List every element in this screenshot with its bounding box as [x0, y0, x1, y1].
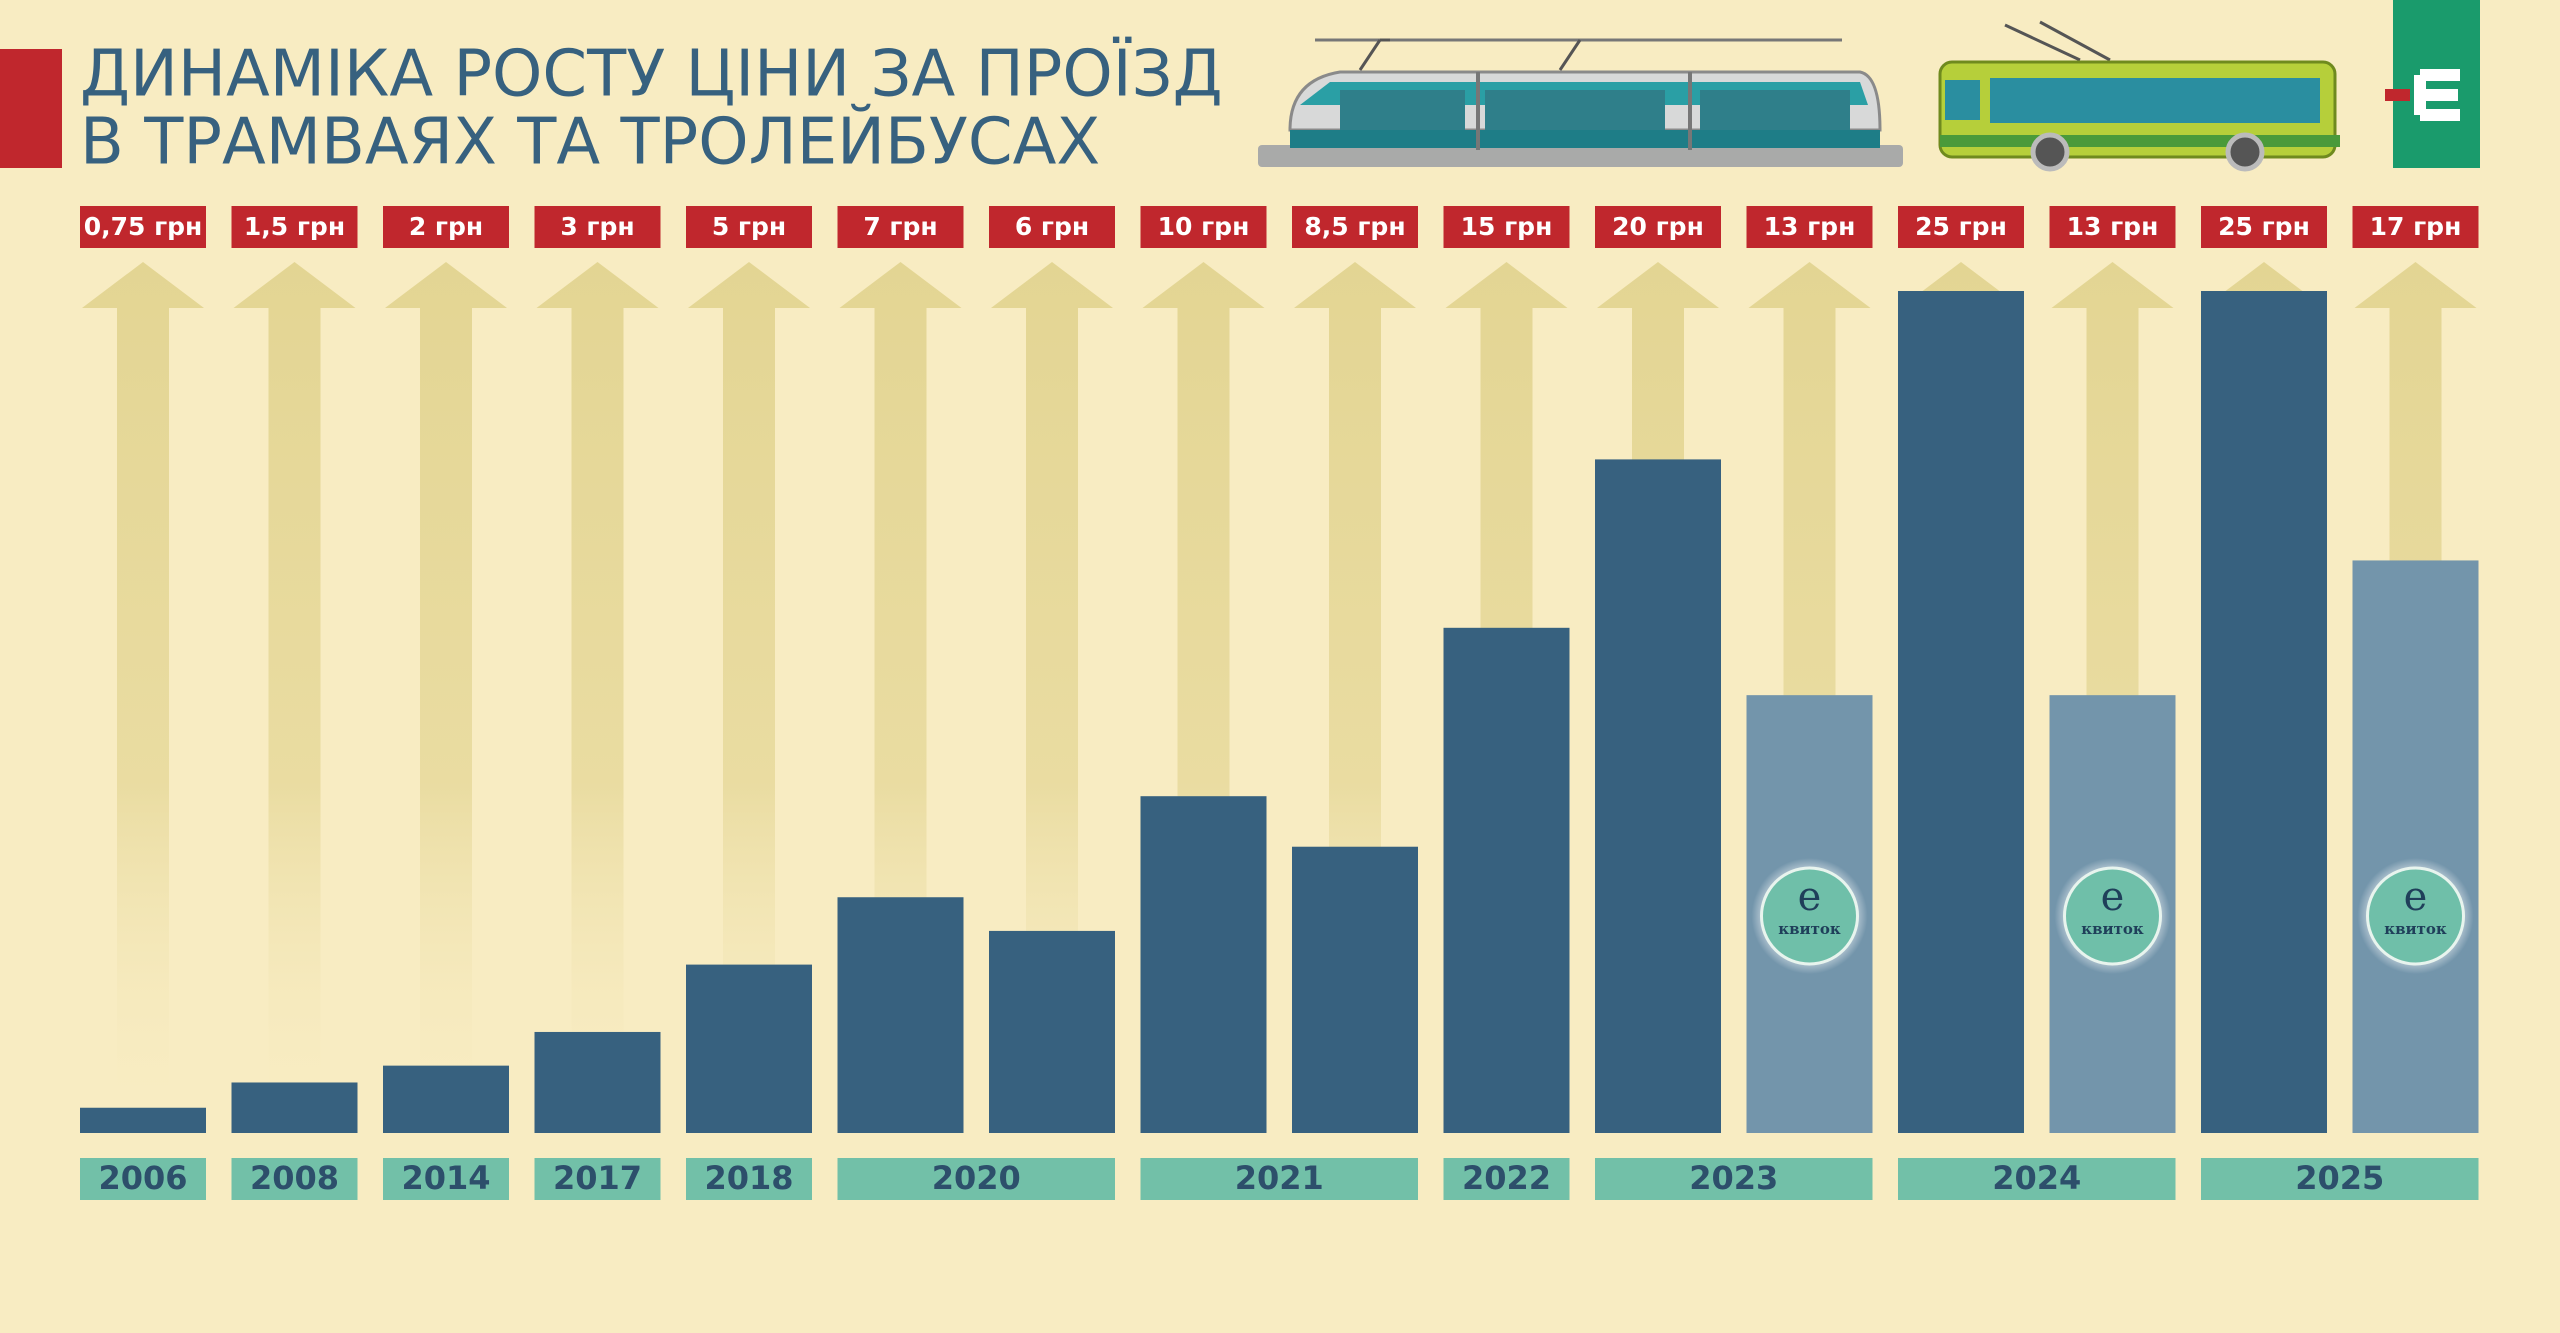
year-box [686, 1158, 812, 1200]
badge [1760, 866, 1859, 966]
year-box [837, 1158, 1115, 1200]
value-label: 17 грн [2370, 212, 2462, 241]
x-tick-label: 2022 [1462, 1159, 1551, 1197]
logo [2385, 0, 2480, 168]
arrow [82, 262, 204, 1130]
badge-letter: е [2101, 874, 2125, 920]
year-box [534, 1158, 661, 1200]
year-box [80, 1158, 206, 1200]
arrow [233, 262, 356, 1130]
chart-title: В ТРАМВАЯХ ТА ТРОЛЕЙБУСАХ [80, 104, 1100, 180]
badge-letter: е [2404, 874, 2428, 920]
value-label-box [1898, 206, 2024, 248]
year-box [231, 1158, 358, 1200]
value-label: 2 грн [409, 212, 483, 241]
value-label-box [2201, 206, 2327, 248]
badge-letter: е [1798, 874, 1822, 920]
bar [231, 1082, 358, 1133]
bar [1140, 796, 1267, 1133]
bar [383, 1065, 509, 1133]
x-tick-label: 2024 [1992, 1159, 2081, 1197]
year-box [383, 1158, 509, 1200]
value-label: 7 грн [863, 212, 937, 241]
arrow [536, 262, 659, 1130]
value-label: 25 грн [2218, 212, 2310, 241]
x-tick-label: 2018 [704, 1159, 793, 1197]
x-tick-label: 2006 [98, 1159, 187, 1197]
value-label-box [1443, 206, 1570, 248]
value-label: 20 грн [1612, 212, 1704, 241]
arrow [688, 262, 810, 1130]
value-label-box [1595, 206, 1721, 248]
x-tick-label: 2023 [1689, 1159, 1778, 1197]
value-label: 0,75 грн [84, 212, 203, 241]
value-label-box [383, 206, 509, 248]
value-label: 6 грн [1015, 212, 1089, 241]
value-label: 13 грн [1764, 212, 1856, 241]
value-label-box [1746, 206, 1873, 248]
arrow [991, 262, 1113, 1130]
value-label-box [1140, 206, 1267, 248]
value-label: 25 грн [1915, 212, 2007, 241]
arrow [1294, 262, 1416, 1130]
bar [1292, 846, 1418, 1133]
x-tick-label: 2021 [1235, 1159, 1324, 1197]
chart-title: ДИНАМІКА РОСТУ ЦІНИ ЗА ПРОЇЗД [80, 37, 1223, 112]
badge [2366, 866, 2465, 966]
arrow [839, 262, 962, 1130]
x-tick-label: 2020 [932, 1159, 1021, 1197]
tram-illustration [1258, 38, 1903, 167]
year-box [1898, 1158, 2176, 1200]
x-tick-label: 2014 [401, 1159, 490, 1197]
bar [2352, 560, 2479, 1133]
arrow [385, 262, 507, 1130]
value-label-box [80, 206, 206, 248]
value-label-box [2049, 206, 2176, 248]
value-label: 1,5 грн [244, 212, 345, 241]
x-tick-label: 2025 [2295, 1159, 2384, 1197]
badge-text: квиток [1778, 920, 1841, 938]
value-label-box [686, 206, 812, 248]
bar [989, 930, 1115, 1133]
bar [1595, 459, 1721, 1133]
value-label-box [2352, 206, 2479, 248]
bar [1443, 627, 1570, 1133]
year-box [1595, 1158, 1873, 1200]
value-label-box [231, 206, 358, 248]
badge-text: квиток [2384, 920, 2447, 938]
value-label: 3 грн [560, 212, 634, 241]
x-tick-label: 2008 [250, 1159, 339, 1197]
x-tick-label: 2017 [553, 1159, 642, 1197]
year-box [1140, 1158, 1418, 1200]
year-box [2201, 1158, 2479, 1200]
bar [80, 1107, 206, 1133]
value-label-box [837, 206, 964, 248]
bar [837, 897, 964, 1133]
value-label-box [534, 206, 661, 248]
value-label-box [1292, 206, 1418, 248]
bar [534, 1031, 661, 1133]
bar [2201, 291, 2327, 1133]
arrow [1142, 262, 1265, 1130]
title-accent [0, 49, 62, 168]
year-box [1443, 1158, 1570, 1200]
bar [1898, 291, 2024, 1133]
value-label-box [989, 206, 1115, 248]
trolleybus-illustration [1938, 20, 2340, 172]
value-label: 10 грн [1158, 212, 1250, 241]
bar [686, 964, 812, 1133]
value-label: 5 грн [712, 212, 786, 241]
value-label: 8,5 грн [1304, 212, 1405, 241]
value-label: 15 грн [1461, 212, 1553, 241]
value-label: 13 грн [2067, 212, 2159, 241]
badge [2063, 866, 2162, 966]
badge-text: квиток [2081, 920, 2144, 938]
